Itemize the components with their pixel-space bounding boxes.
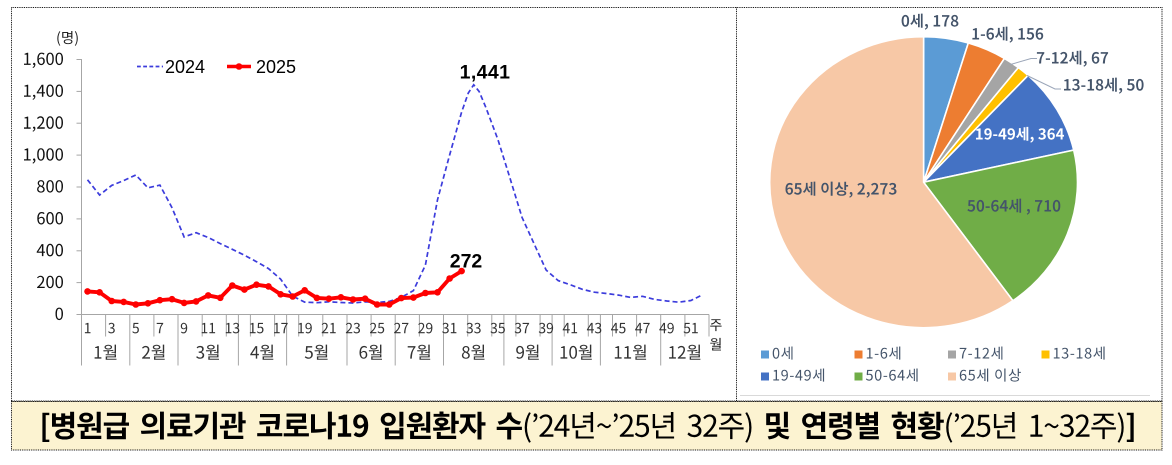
- svg-text:272: 272: [450, 251, 483, 273]
- svg-text:1,441: 1,441: [460, 62, 511, 84]
- svg-text:2024: 2024: [165, 57, 205, 77]
- svg-text:2025: 2025: [256, 57, 296, 77]
